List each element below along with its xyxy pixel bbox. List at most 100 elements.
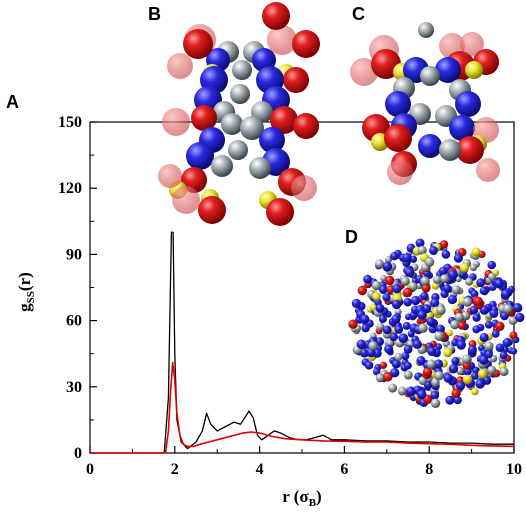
nitrogen-atom	[382, 325, 392, 335]
oxygen-atom	[387, 159, 413, 185]
nitrogen-atom	[475, 379, 485, 389]
nitrogen-atom	[372, 368, 381, 376]
carbon-atom	[408, 282, 418, 291]
nitrogen-atom	[502, 337, 512, 348]
carbon-atom	[430, 398, 441, 409]
nitrogen-atom	[391, 359, 401, 369]
oxygen-atom	[422, 367, 433, 377]
x-axis-label: r (σB)	[282, 487, 321, 509]
nitrogen-atom	[391, 299, 402, 310]
carbon-atom	[384, 255, 392, 264]
oxygen-atom	[292, 30, 320, 58]
x-tick-label: 10	[506, 461, 522, 478]
nitrogen-atom	[484, 320, 493, 329]
sulfur-atom	[462, 374, 473, 385]
sulfur-atom	[465, 61, 483, 79]
nitrogen-atom	[494, 279, 504, 289]
y-tick-label: 150	[58, 114, 82, 131]
oxygen-atom	[384, 124, 412, 152]
nitrogen-atom	[412, 339, 422, 349]
oxygen-atom	[162, 108, 190, 136]
carbon-atom	[503, 304, 513, 314]
nitrogen-atom	[479, 286, 488, 295]
panel-label-d: D	[345, 227, 358, 247]
oxygen-atom	[191, 105, 217, 131]
carbon-atom	[456, 366, 465, 376]
oxygen-atom	[509, 331, 518, 340]
nitrogen-atom	[392, 284, 402, 294]
axis-ticks: 0 2 4 6 8 10 0 30 60 90 120 150	[58, 114, 522, 478]
nitrogen-atom	[455, 91, 481, 117]
carbon-atom	[434, 331, 444, 341]
carbon-atom	[230, 84, 250, 104]
nitrogen-atom	[379, 285, 388, 294]
carbon-atom	[418, 22, 434, 38]
nitrogen-atom	[389, 367, 400, 378]
carbon-atom	[487, 365, 497, 375]
sulfur-atom	[372, 292, 381, 301]
nitrogen-atom	[403, 345, 413, 354]
oxygen-atom	[439, 240, 449, 249]
y-tick-label: 30	[66, 379, 82, 396]
oxygen-atom	[457, 321, 467, 330]
sulfur-atom	[459, 263, 470, 273]
nitrogen-atom	[401, 352, 410, 361]
nitrogen-atom	[361, 323, 370, 333]
carbon-atom	[397, 386, 407, 396]
carbon-atom	[375, 373, 385, 383]
nitrogen-atom	[398, 333, 409, 344]
nitrogen-atom	[364, 361, 374, 370]
carbon-atom	[211, 155, 233, 177]
nitrogen-atom	[478, 355, 489, 365]
nitrogen-atom	[416, 356, 426, 365]
carbon-atom	[462, 354, 472, 364]
carbon-atom	[439, 139, 461, 161]
sulfur-atom	[445, 329, 453, 337]
oxygen-atom	[198, 196, 226, 224]
nitrogen-atom	[363, 274, 372, 284]
carbon-atom	[240, 116, 264, 140]
oxygen-atom	[460, 32, 484, 56]
oxygen-atom	[473, 296, 483, 307]
nitrogen-atom	[451, 357, 460, 366]
carbon-atom	[436, 305, 446, 315]
nitrogen-atom	[356, 339, 367, 349]
oxygen-atom	[262, 2, 290, 30]
carbon-atom	[426, 359, 436, 369]
nitrogen-atom	[489, 309, 499, 318]
sulfur-atom	[477, 369, 488, 379]
nitrogen-atom	[438, 266, 448, 276]
nitrogen-atom	[467, 345, 477, 355]
nitrogen-atom	[470, 290, 479, 298]
carbon-atom	[228, 140, 248, 160]
nitrogen-atom	[472, 313, 481, 322]
nitrogen-atom	[489, 284, 497, 291]
panel-label-b: B	[148, 4, 161, 24]
nitrogen-atom	[186, 142, 214, 170]
oxygen-atom	[167, 53, 193, 79]
nitrogen-atom	[402, 321, 411, 330]
y-tick-label: 60	[66, 313, 82, 330]
oxygen-atom	[421, 283, 431, 293]
oxygen-atom	[158, 164, 182, 188]
carbon-atom	[249, 157, 271, 179]
cluster-d-image	[348, 238, 525, 409]
oxygen-atom	[383, 372, 393, 382]
oxygen-atom	[403, 287, 413, 298]
nitrogen-atom	[404, 267, 415, 278]
nitrogen-atom	[391, 314, 401, 324]
nitrogen-atom	[499, 351, 508, 360]
oxygen-atom	[456, 136, 484, 164]
oxygen-atom	[293, 113, 319, 139]
nitrogen-atom	[427, 346, 437, 357]
carbon-atom	[420, 276, 430, 286]
nitrogen-atom	[418, 134, 442, 158]
oxygen-atom	[350, 58, 378, 86]
y-axis-label: gSS(r)	[15, 272, 37, 312]
oxygen-atom	[266, 198, 294, 226]
nitrogen-atom	[415, 238, 425, 248]
carbon-atom	[462, 297, 473, 307]
carbon-atom	[450, 320, 460, 330]
nitrogen-atom	[442, 284, 452, 293]
